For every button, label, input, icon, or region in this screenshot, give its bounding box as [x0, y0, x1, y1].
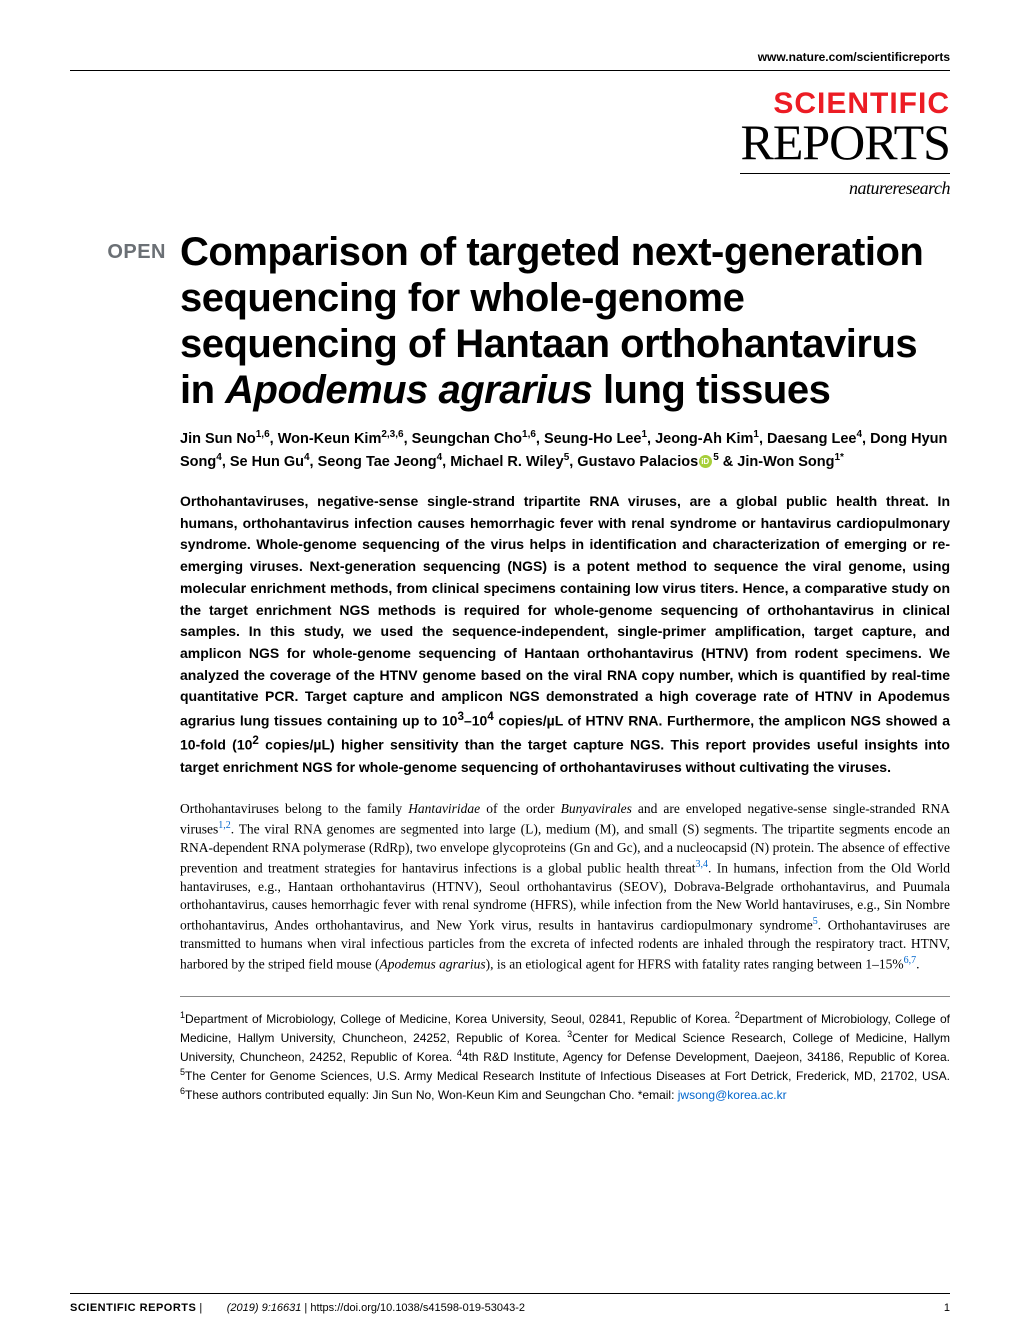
- page-footer: SCIENTIFIC REPORTS | (2019) 9:16631 | ht…: [70, 1293, 950, 1314]
- left-column: OPEN: [70, 229, 180, 264]
- abstract: Orthohantaviruses, negative-sense single…: [180, 491, 950, 778]
- body-paragraph: Orthohantaviruses belong to the family H…: [180, 800, 950, 974]
- page-number: 1: [944, 1302, 950, 1314]
- article-title: Comparison of targeted next-generation s…: [180, 229, 950, 413]
- footer-citation: SCIENTIFIC REPORTS | (2019) 9:16631 | ht…: [70, 1302, 525, 1314]
- content-row: OPEN Comparison of targeted next-generat…: [70, 229, 950, 1104]
- footer-year-vol: (2019) 9:16631: [227, 1302, 305, 1314]
- authors-list: Jin Sun No1,6, Won-Keun Kim2,3,6, Seungc…: [180, 427, 950, 474]
- footer-journal: SCIENTIFIC REPORTS: [70, 1302, 196, 1314]
- footer-doi: | https://doi.org/10.1038/s41598-019-530…: [304, 1302, 525, 1314]
- open-access-badge: OPEN: [70, 241, 166, 264]
- main-column: Comparison of targeted next-generation s…: [180, 229, 950, 1104]
- header-url: www.nature.com/scientificreports: [70, 50, 950, 71]
- footer-separator: |: [199, 1302, 223, 1314]
- logo-line2: REPORTS: [740, 119, 950, 174]
- page-container: www.nature.com/scientificreports SCIENTI…: [0, 0, 1020, 1340]
- affiliations: 1Department of Microbiology, College of …: [180, 996, 950, 1104]
- journal-logo: SCIENTIFIC REPORTS natureresearch: [70, 89, 950, 199]
- logo-line3: natureresearch: [70, 178, 950, 199]
